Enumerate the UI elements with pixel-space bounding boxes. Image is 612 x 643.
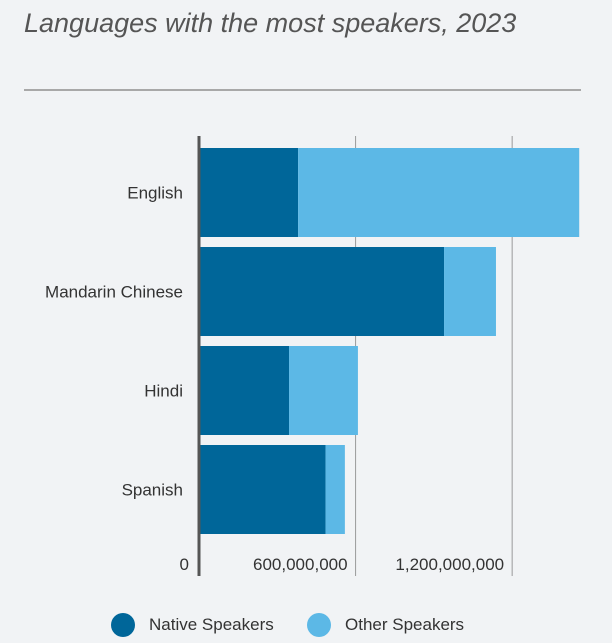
legend-swatch-native xyxy=(111,613,135,637)
title-divider xyxy=(24,89,581,91)
bar-other-0 xyxy=(298,148,580,237)
category-label: English xyxy=(127,184,183,203)
bar-chart: English Mandarin Chinese Hindi Spanish 0 600,… xyxy=(45,136,580,576)
legend: Native Speakers Other Speakers xyxy=(0,611,612,639)
legend-swatch-other xyxy=(307,613,331,637)
legend-label-native: Native Speakers xyxy=(149,615,274,634)
bar-native-0 xyxy=(199,148,299,237)
x-tick-label: 600,000,000 xyxy=(253,555,348,574)
bar-other-1 xyxy=(444,247,496,336)
bar-other-2 xyxy=(289,346,358,435)
bar-native-3 xyxy=(199,445,326,534)
legend-label-other: Other Speakers xyxy=(345,615,465,634)
x-tick-label: 1,200,000,000 xyxy=(395,555,504,574)
legend-item-native: Native Speakers xyxy=(111,611,274,639)
category-label: Spanish xyxy=(122,481,183,500)
chart-title: Languages with the most speakers, 2023 xyxy=(24,8,517,38)
bar-native-2 xyxy=(199,346,290,435)
bar-other-3 xyxy=(325,445,345,534)
category-label: Mandarin Chinese xyxy=(45,283,183,302)
category-label: Hindi xyxy=(144,382,183,401)
bar-native-1 xyxy=(199,247,445,336)
x-tick-label: 0 xyxy=(180,555,189,574)
legend-item-other: Other Speakers xyxy=(307,611,464,639)
